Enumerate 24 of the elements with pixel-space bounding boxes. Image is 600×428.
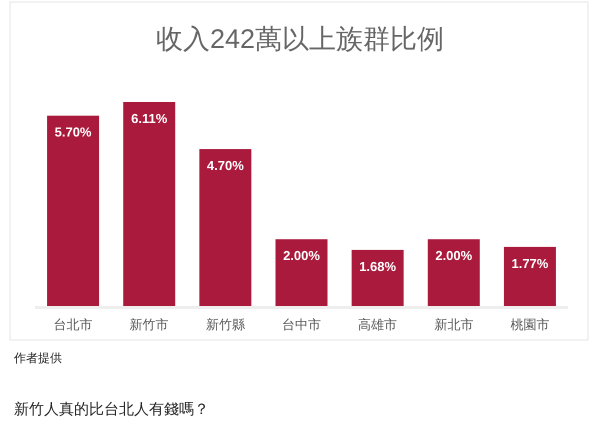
text: 作者提供: [13, 351, 62, 365]
data-label: 2.00%: [435, 248, 473, 264]
data-label: 5.70%: [54, 124, 92, 140]
bar: [504, 246, 556, 306]
bar: [276, 239, 328, 306]
x-tick-label: 台中市: [282, 317, 321, 332]
data-label: 4.70%: [206, 158, 244, 174]
data-label: 1.68%: [359, 258, 397, 274]
bar: [123, 102, 176, 306]
text: 新竹人真的比台北人有錢嗎？: [14, 401, 209, 418]
x-tick-label: 新竹縣: [206, 317, 245, 332]
x-tick-label: 高雄市: [358, 317, 398, 332]
bar: [428, 239, 480, 306]
x-tick-label: 台北市: [54, 317, 93, 332]
x-tick-label: 新北市: [434, 317, 474, 332]
bar: [199, 149, 252, 306]
data-label: 1.77%: [511, 256, 549, 271]
chart-title: 收入242萬以上族群比例: [156, 24, 444, 54]
x-tick-label: 新竹市: [130, 317, 169, 332]
bar: [352, 250, 404, 306]
x-tick-label: 桃園市: [510, 317, 550, 332]
bar: [47, 116, 100, 306]
data-label: 6.11%: [131, 111, 168, 126]
data-label: 2.00%: [283, 248, 320, 264]
